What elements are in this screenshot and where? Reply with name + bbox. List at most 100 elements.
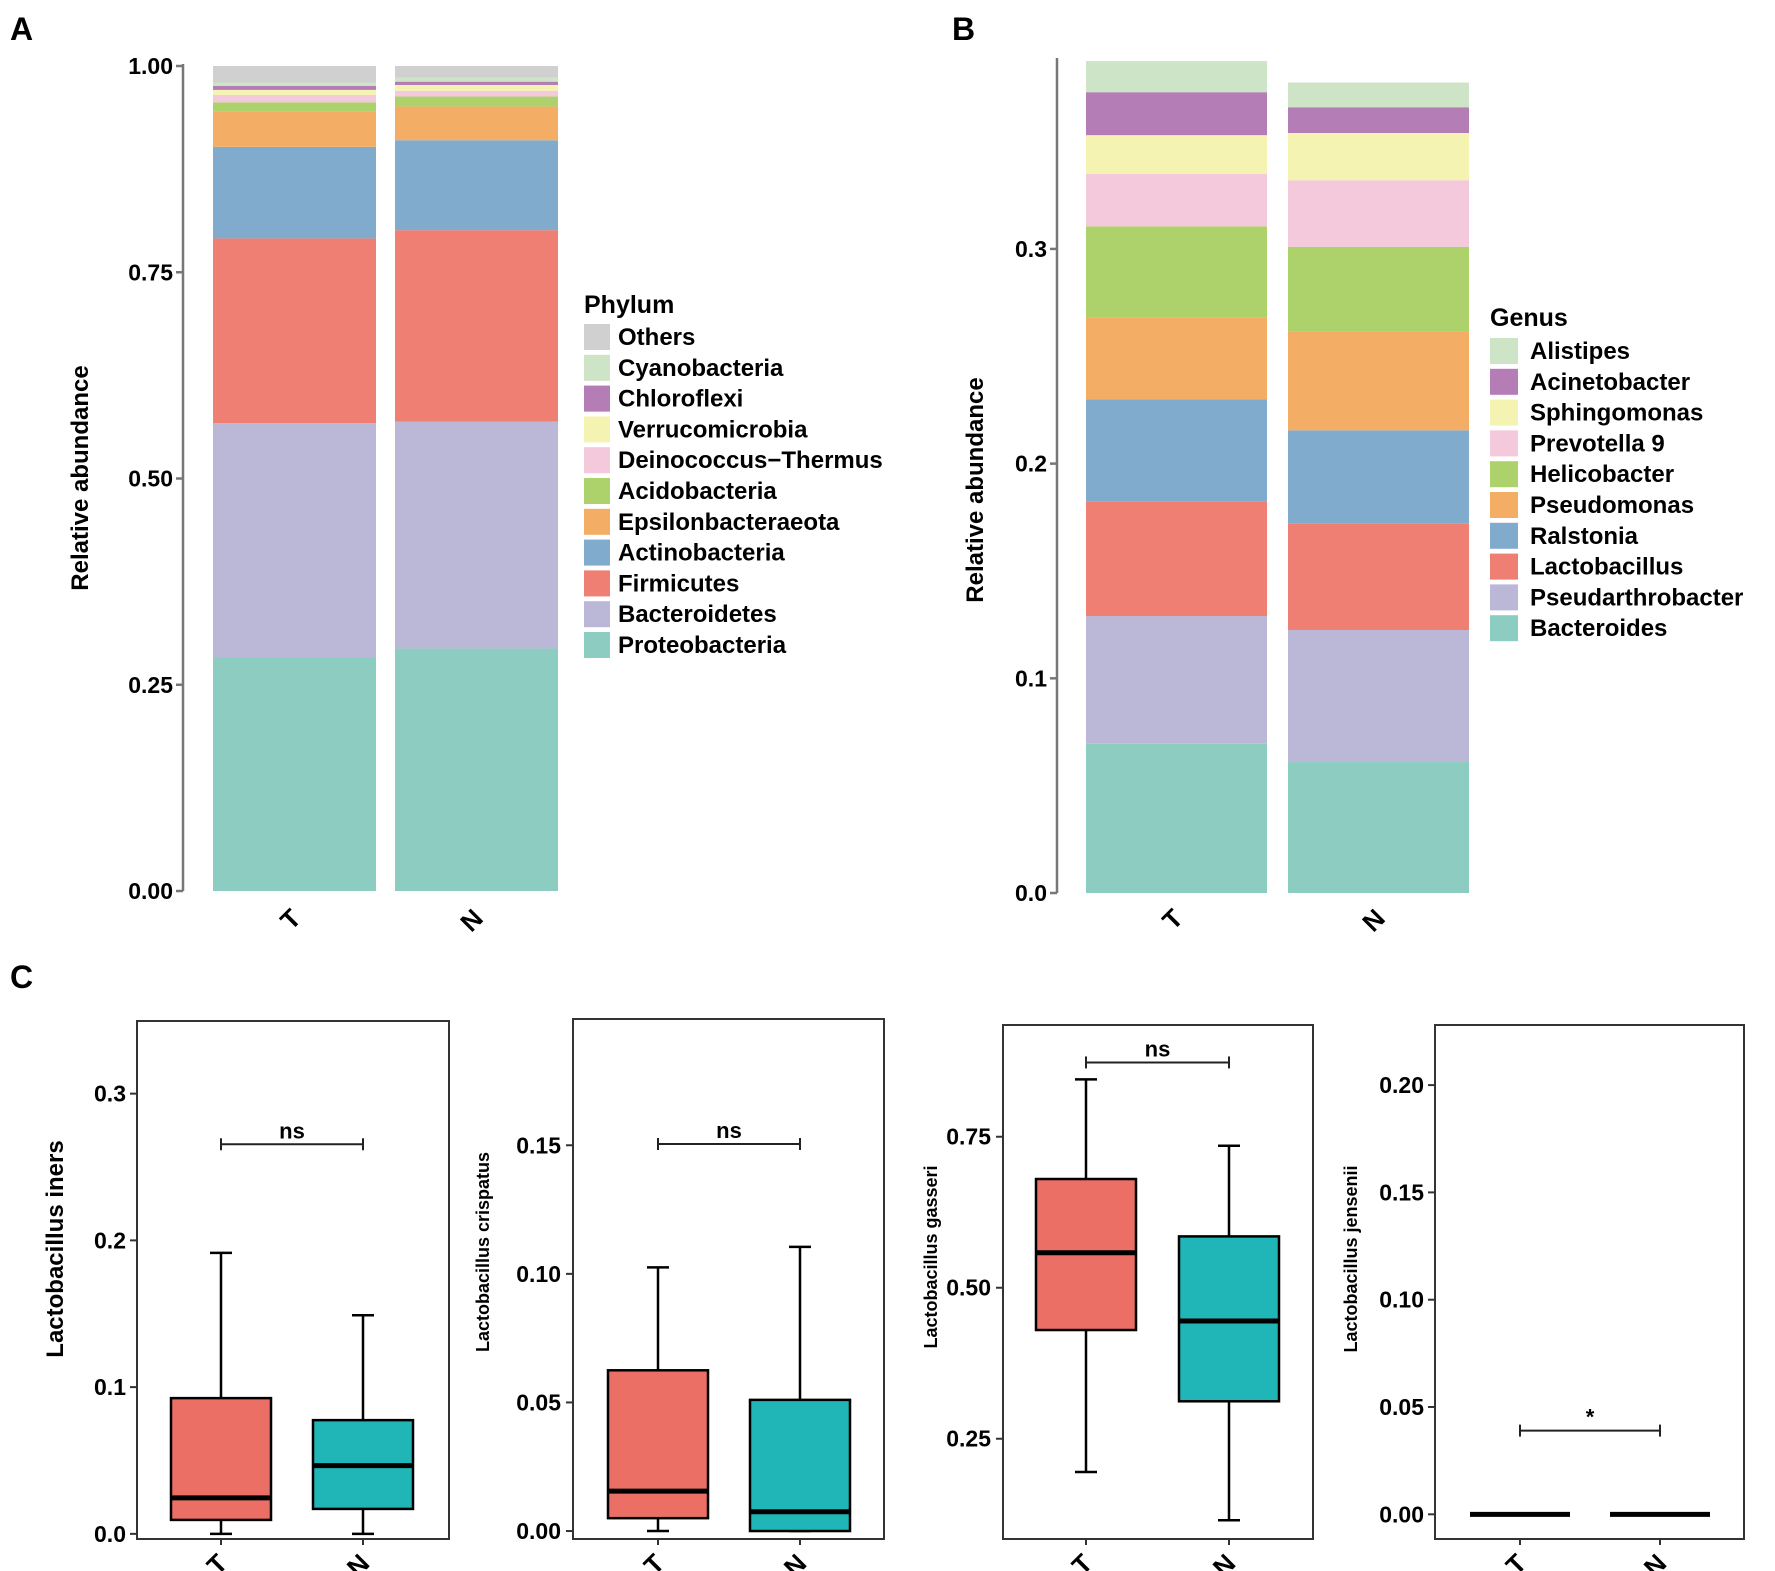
bar-segment-deinococcus-thermus-n [395, 90, 558, 97]
significance-label: ns [716, 1118, 742, 1143]
x-tick-label-t: T [1156, 903, 1189, 936]
y-axis-title: Lactobacillus iners [42, 1140, 69, 1357]
bar-segment-proteobacteria-n [395, 648, 558, 891]
bar-segment-verrucomicrobia-t [213, 89, 376, 95]
panel-c-jensenii-boxplot: 0.00 0.05 0.10 0.15 0.20 Lactobacillus jensen… [1341, 1024, 1745, 1571]
legend-swatch-bacteroidetes [584, 601, 610, 628]
y-tick-label: 0.25 [128, 672, 173, 698]
y-tick-label: 0.20 [1379, 1072, 1424, 1098]
legend-label-alistipes: Alistipes [1530, 338, 1630, 365]
bar-segment-others-n [395, 66, 558, 78]
legend-label-chloroflexi: Chloroflexi [618, 386, 743, 413]
box-t [606, 1369, 710, 1520]
bar-segment-ralstonia-n [1288, 430, 1469, 524]
legend-label-pseudarthrobacter: Pseudarthrobacter [1530, 584, 1743, 611]
x-tick-label-n: N [454, 903, 488, 937]
y-axis-title: Lactobacillus gasseri [921, 1165, 941, 1348]
x-tick-label-n: N [341, 1548, 375, 1571]
legend-label-helicobacter: Helicobacter [1530, 461, 1674, 488]
panel-label-a: A [10, 11, 33, 47]
bar-segment-epsilonbacteraeota-n [395, 106, 558, 141]
bar-segment-proteobacteria-t [213, 657, 376, 891]
y-tick-label: 0.2 [94, 1227, 126, 1253]
legend-label-deinococcus-thermus: Deinococcus−Thermus [618, 447, 883, 474]
y-tick-label: 0.0 [1015, 880, 1047, 906]
box-t [169, 1396, 273, 1522]
legend-label-actinobacteria: Actinobacteria [618, 540, 785, 567]
bar-segment-cyanobacteria-n [395, 77, 558, 82]
bar-segment-bacteroides-n [1288, 762, 1469, 893]
legend-label-epsilonbacteraeota: Epsilonbacteraeota [618, 509, 840, 536]
legend-swatch-firmicutes [584, 570, 610, 597]
y-tick-label: 0.00 [128, 878, 173, 904]
legend-swatch-sphingomonas [1490, 399, 1518, 426]
y-tick-label: 1.00 [128, 53, 173, 79]
y-tick-label: 0.75 [128, 259, 173, 285]
y-tick-label: 0.0 [94, 1521, 126, 1547]
panel-c-crispatus-boxplot: 0.00 0.05 0.10 0.15 Lactobacillus crispatus T… [473, 1018, 885, 1571]
bar-segment-firmicutes-n [395, 230, 558, 422]
significance-label: ns [1145, 1036, 1171, 1061]
legend-swatch-deinococcus-thermus [584, 447, 610, 474]
bar-segment-chloroflexi-t [213, 85, 376, 90]
y-tick-label: 0.3 [94, 1081, 126, 1107]
legend-swatch-verrucomicrobia [584, 416, 610, 443]
y-tick-label: 0.15 [516, 1132, 561, 1158]
plot-frame [1434, 1024, 1745, 1540]
legend-label-firmicutes: Firmicutes [618, 570, 739, 597]
panel-a-phylum-stacked-bar: T N 0.00 0.25 0.50 0.75 1.00 Relative abundance… [67, 53, 883, 938]
bar-segment-bacteroidetes-t [213, 423, 376, 658]
legend-swatch-cyanobacteria [584, 354, 610, 381]
y-tick-label: 0.15 [1379, 1179, 1424, 1205]
legend-swatch-acidobacteria [584, 478, 610, 504]
legend-swatch-prevotella-9 [1490, 430, 1518, 457]
y-axis-title: Lactobacillus crispatus [473, 1152, 493, 1352]
bar-segment-bacteroidetes-n [395, 421, 558, 649]
bar-segment-others-t [213, 66, 376, 83]
legend-label-lactobacillus: Lactobacillus [1530, 554, 1683, 581]
bar-segment-lactobacillus-t [1086, 501, 1267, 617]
y-tick-label: 0.1 [1015, 665, 1047, 691]
legend-swatch-proteobacteria [584, 632, 610, 658]
x-tick-label-n: N [778, 1548, 812, 1571]
y-tick-label: 0.10 [516, 1261, 561, 1287]
bar-segment-prevotella-9-n [1288, 180, 1469, 247]
panel-label-b: B [952, 11, 975, 47]
bar-segment-alistipes-t [1086, 61, 1267, 93]
legend-swatch-epsilonbacteraeota [584, 508, 610, 535]
y-tick-label: 0.2 [1015, 451, 1047, 477]
panel-label-c: C [10, 959, 33, 995]
legend-label-pseudomonas: Pseudomonas [1530, 492, 1694, 519]
legend-swatch-lactobacillus [1490, 553, 1518, 580]
legend-label-others: Others [618, 324, 695, 351]
bar-segment-actinobacteria-t [213, 146, 376, 239]
legend-label-prevotella-9: Prevotella 9 [1530, 430, 1665, 457]
bar-segment-pseudomonas-n [1288, 331, 1469, 431]
x-tick-label-t: T [201, 1548, 234, 1571]
x-tick-label-n: N [1207, 1548, 1241, 1571]
bar-segment-lactobacillus-n [1288, 523, 1469, 631]
legend-label-acidobacteria: Acidobacteria [618, 478, 777, 505]
bar-segment-pseudomonas-t [1086, 317, 1267, 400]
panel-c-iners-boxplot: 0.0 0.1 0.2 0.3 Lactobacillus iners T Nns [42, 1020, 450, 1571]
legend-swatch-actinobacteria [584, 539, 610, 566]
bar-segment-acidobacteria-n [395, 96, 558, 107]
box-n [748, 1398, 852, 1533]
significance-label: ns [279, 1118, 305, 1143]
bar-segment-verrucomicrobia-n [395, 84, 558, 91]
x-tick-label-t: T [274, 903, 307, 936]
panel-b-genus-stacked-bar: T N 0.0 0.1 0.2 0.3 Relative abundance Genus Ali… [962, 58, 1743, 938]
y-tick-label: 0.75 [946, 1124, 991, 1150]
bar-segment-helicobacter-t [1086, 226, 1267, 318]
x-tick-label-t: T [1500, 1548, 1533, 1571]
legend-label-ralstonia: Ralstonia [1530, 523, 1639, 550]
bar-segment-chloroflexi-n [395, 81, 558, 85]
y-tick-label: 0.05 [516, 1389, 561, 1415]
legend-label-verrucomicrobia: Verrucomicrobia [618, 416, 808, 443]
bar-segment-firmicutes-t [213, 238, 376, 424]
y-tick-label: 0.25 [946, 1426, 991, 1452]
legend-title: Phylum [584, 291, 674, 319]
legend-label-bacteroidetes: Bacteroidetes [618, 601, 777, 628]
